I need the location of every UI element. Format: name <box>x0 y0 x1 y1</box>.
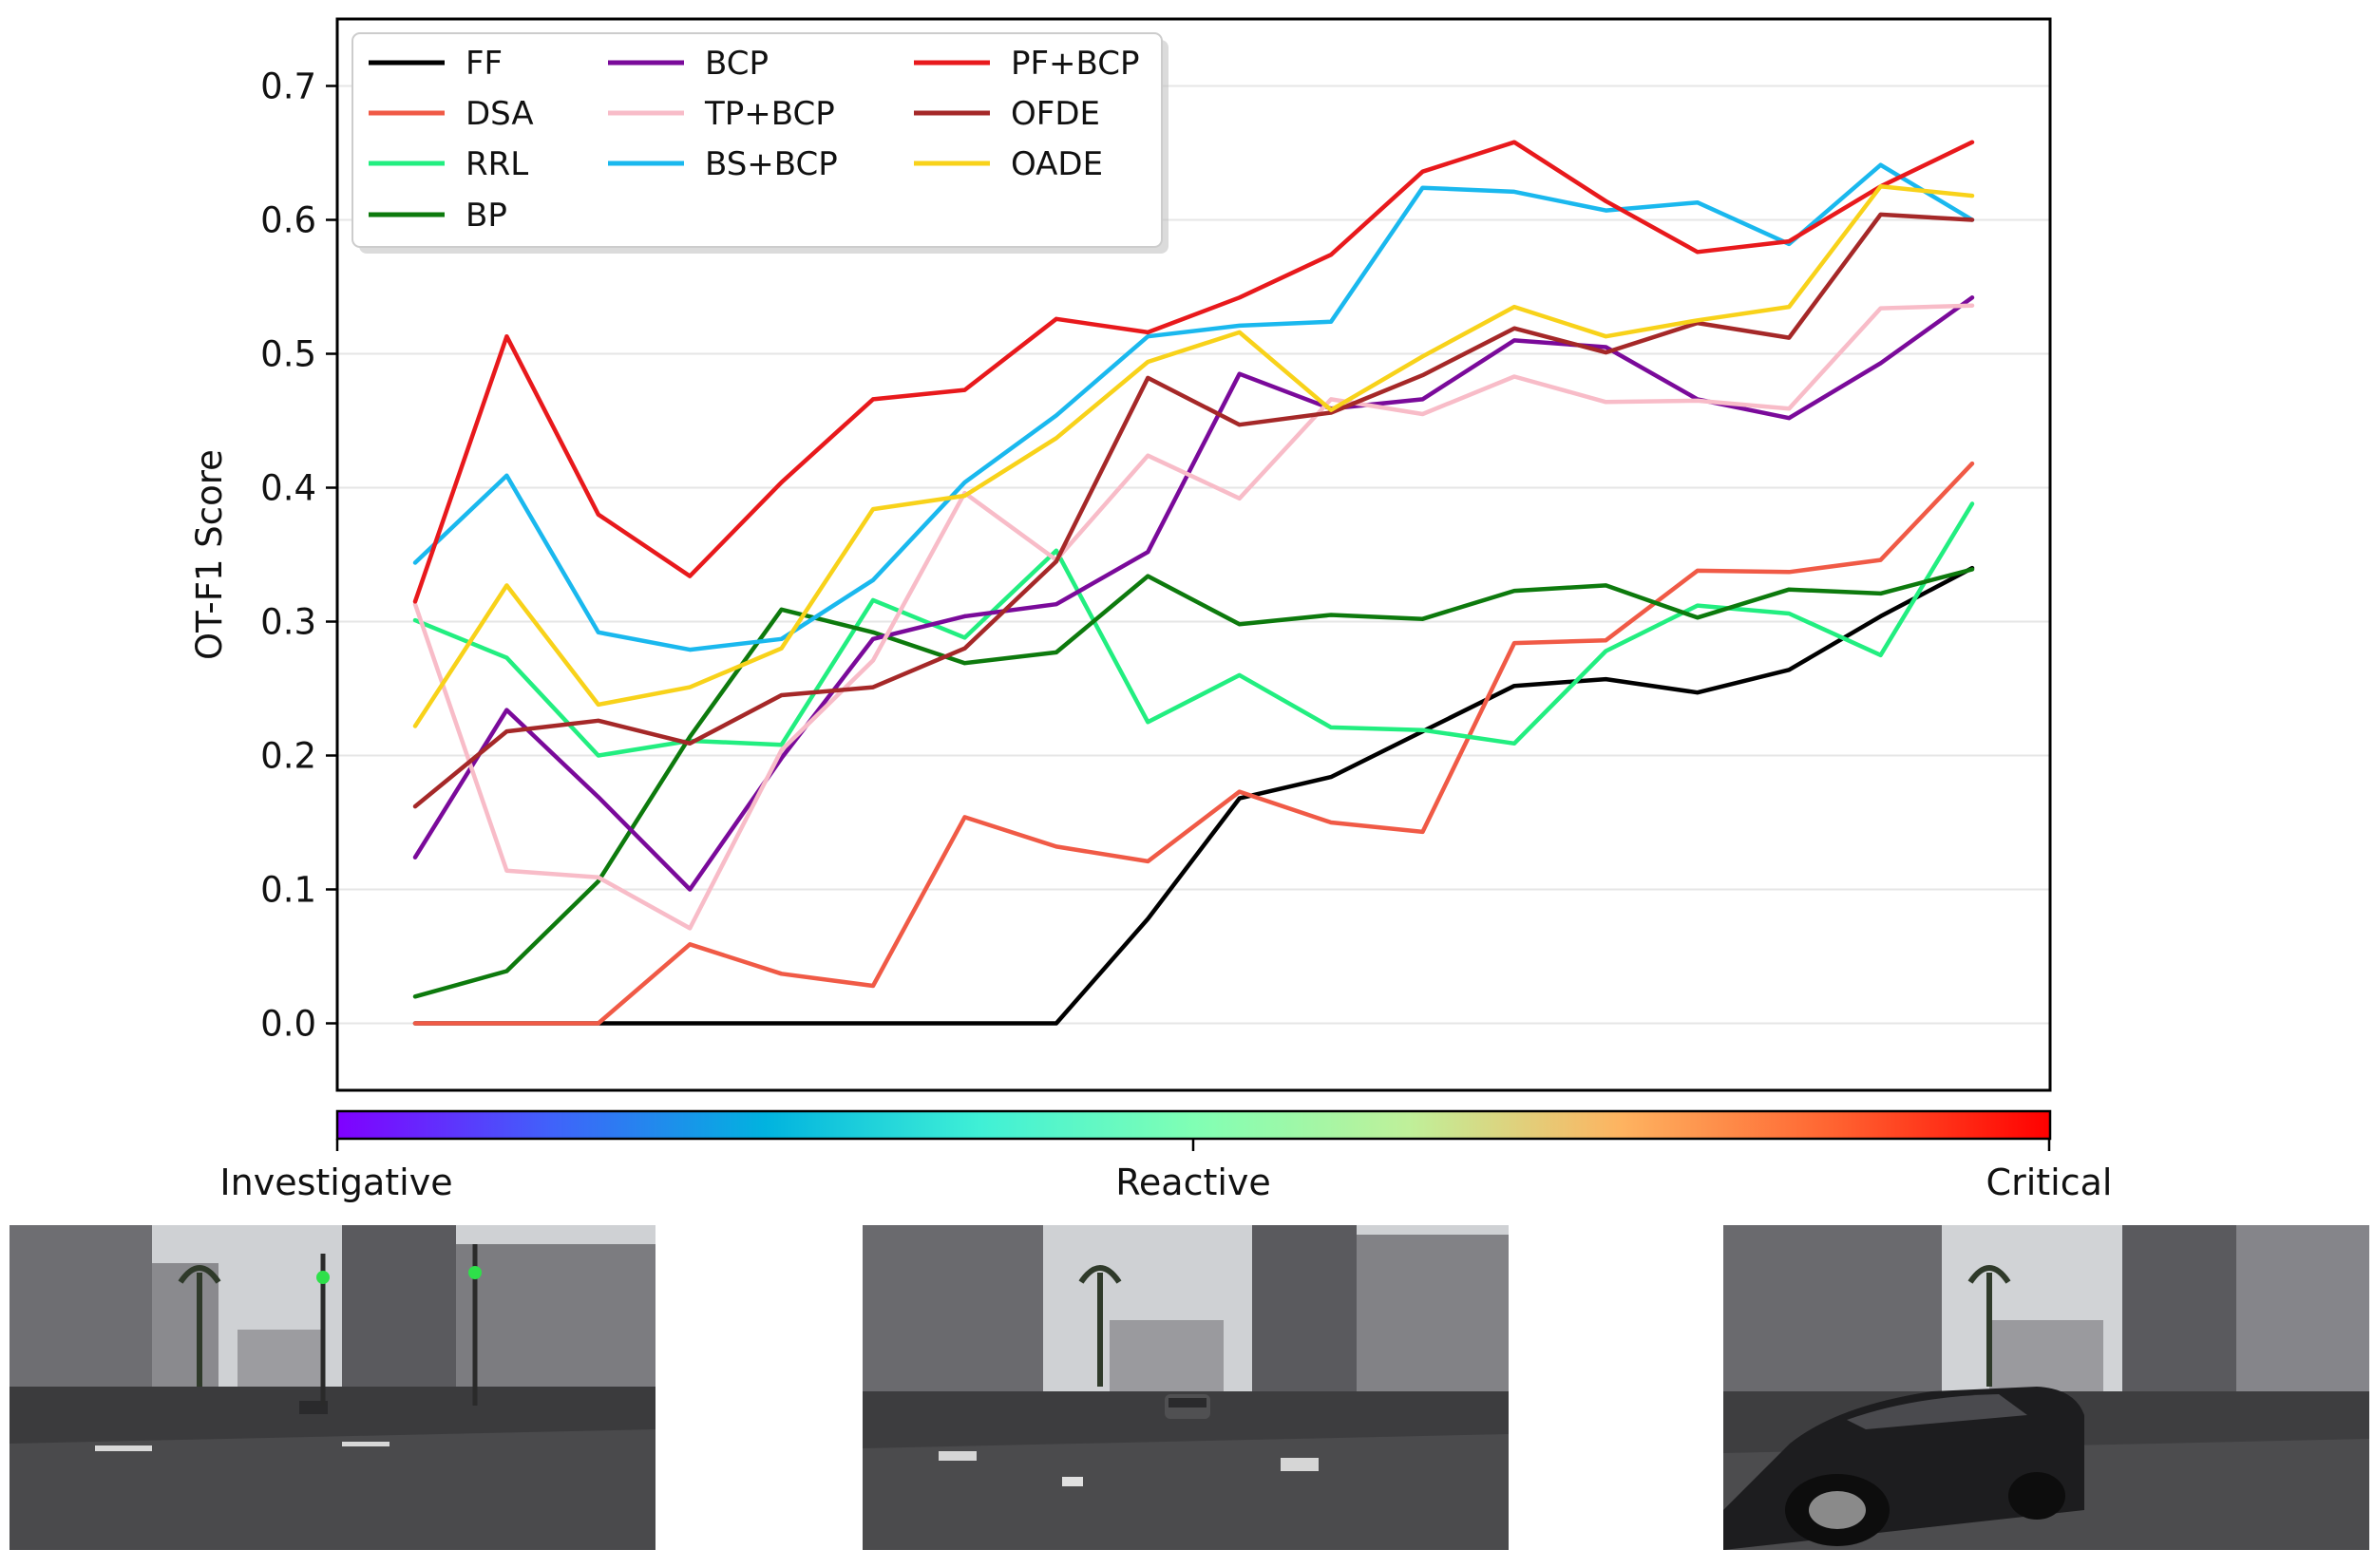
y-tick-label: 0.1 <box>260 870 316 911</box>
series-line-ff <box>412 565 1975 1026</box>
series-line-bs-bcp <box>412 162 1975 652</box>
colorbar-label-reactive: Reactive <box>1115 1162 1271 1203</box>
series-line-dsa <box>412 461 1975 1026</box>
y-tick-label: 0.6 <box>260 200 316 241</box>
colorbar-gradient <box>335 1109 2052 1141</box>
series-line-tp-bcp <box>412 303 1975 931</box>
legend: FF DSA RRL BP BCP TP+BCP BS+BCP PF+BCP OFDE OADE <box>352 32 1168 254</box>
legend-label-pf-bcp: PF+BCP <box>1011 45 1140 83</box>
series-lines <box>412 140 1975 1026</box>
legend-label-bp: BP <box>466 197 507 235</box>
legend-label-tp-bcp: TP+BCP <box>704 95 835 133</box>
scene-image-critical <box>1723 1225 2369 1550</box>
y-axis-title: OT-F1 Score <box>189 449 230 660</box>
colorbar-label-critical: Critical <box>1986 1162 2113 1203</box>
y-tick-label: 0.2 <box>260 736 316 777</box>
y-tick-label: 0.0 <box>260 1004 316 1045</box>
series-line-pf-bcp <box>412 140 1975 604</box>
y-tick-label: 0.3 <box>260 602 316 643</box>
legend-label-dsa: DSA <box>466 95 534 133</box>
legend-label-oade: OADE <box>1011 145 1103 183</box>
legend-label-rrl: RRL <box>466 145 528 183</box>
y-axis: 0.0 0.1 0.2 0.3 0.4 0.5 0.6 0.7 <box>260 66 337 1045</box>
legend-label-ofde: OFDE <box>1011 95 1100 133</box>
legend-label-ff: FF <box>466 45 503 83</box>
scene-image-reactive <box>863 1225 1509 1550</box>
series-line-ofde <box>412 212 1975 809</box>
y-tick-label: 0.5 <box>260 334 316 375</box>
legend-label-bcp: BCP <box>705 45 769 83</box>
series-line-oade <box>412 184 1975 728</box>
colorbar-label-investigative: Investigative <box>219 1162 452 1203</box>
series-line-bp <box>412 567 1975 999</box>
scene-image-investigative <box>10 1225 656 1550</box>
legend-label-bs-bcp: BS+BCP <box>705 145 838 183</box>
plot-frame <box>335 17 2052 1092</box>
y-tick-label: 0.7 <box>260 66 316 107</box>
series-line-rrl <box>412 501 1975 758</box>
colorbar: Investigative Reactive Critical <box>219 1109 2113 1203</box>
y-tick-label: 0.4 <box>260 468 316 509</box>
